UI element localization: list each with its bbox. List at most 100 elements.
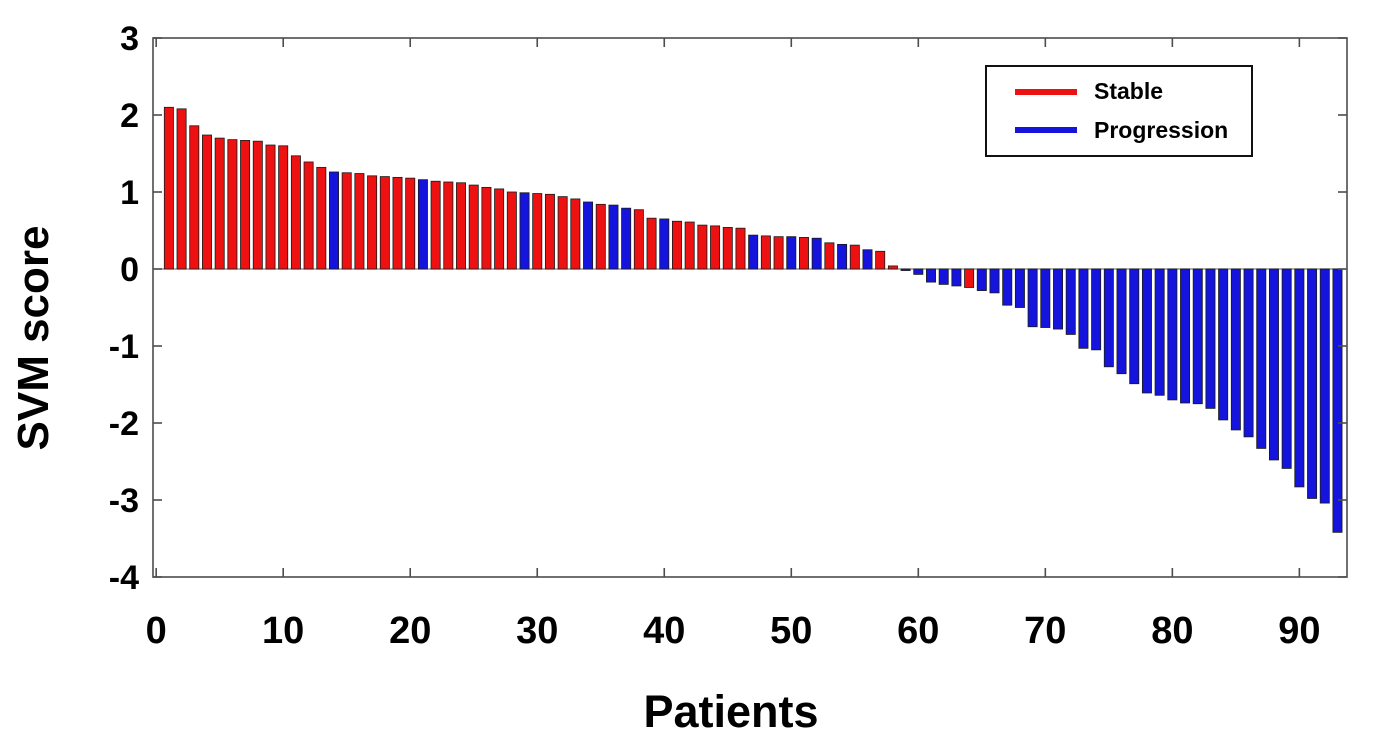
bar-patient-56 [862, 249, 873, 270]
y-tick-label: 0 [120, 251, 139, 289]
bar-patient-76 [1116, 268, 1127, 375]
bar-patient-54 [837, 243, 848, 270]
bar-patient-27 [494, 188, 505, 270]
bar-patient-16 [354, 173, 365, 270]
bar-patient-77 [1129, 268, 1140, 385]
bar-patient-79 [1154, 268, 1165, 396]
bar-patient-5 [214, 137, 225, 270]
bar-patient-81 [1180, 268, 1191, 404]
bar-patient-21 [417, 179, 428, 270]
x-tick-label: 20 [389, 610, 431, 652]
bar-patient-64 [964, 268, 975, 288]
legend: Stable Progression [985, 65, 1253, 157]
legend-label-stable: Stable [1094, 78, 1164, 105]
y-tick-label: 1 [120, 174, 139, 212]
bar-patient-67 [1002, 268, 1013, 306]
legend-entry-stable: Stable [1015, 78, 1251, 105]
bar-patient-58 [887, 265, 898, 270]
bar-patient-42 [684, 221, 695, 270]
bar-patient-65 [976, 268, 987, 291]
bar-patient-88 [1268, 268, 1279, 461]
bar-patient-35 [595, 203, 606, 270]
bar-patient-8 [252, 140, 263, 270]
bar-patient-91 [1307, 268, 1318, 499]
bar-patient-62 [938, 268, 949, 285]
bar-patient-57 [875, 250, 886, 270]
bar-patient-31 [544, 193, 555, 270]
x-tick-label: 40 [643, 610, 685, 652]
x-tick-label: 50 [770, 610, 812, 652]
bar-patient-24 [456, 182, 467, 270]
bar-patient-17 [367, 175, 378, 270]
bar-patient-12 [303, 161, 314, 270]
bar-patient-29 [519, 192, 530, 270]
y-tick-label: -3 [109, 482, 139, 520]
y-tick-label: -1 [109, 328, 139, 366]
bar-patient-43 [697, 224, 708, 270]
stable-color-line [1015, 88, 1077, 95]
bar-patient-75 [1103, 268, 1114, 368]
bar-patient-49 [773, 236, 784, 270]
bar-patient-89 [1281, 268, 1292, 469]
bar-patient-3 [189, 125, 200, 270]
bar-patient-40 [659, 218, 670, 270]
x-tick-label: 80 [1151, 610, 1193, 652]
bar-patient-53 [824, 242, 835, 270]
bar-patient-23 [443, 181, 454, 270]
progression-color-line [1015, 127, 1077, 134]
bar-patient-80 [1167, 268, 1178, 401]
bar-patient-72 [1065, 268, 1076, 335]
bar-patient-60 [913, 268, 924, 275]
legend-entry-progression: Progression [1015, 117, 1251, 144]
bar-patient-6 [227, 139, 238, 270]
bar-patient-30 [532, 193, 543, 270]
bar-patient-32 [557, 196, 568, 270]
bar-patient-48 [760, 235, 771, 270]
bar-patient-11 [290, 155, 301, 270]
bar-patient-26 [481, 186, 492, 270]
bar-patient-52 [811, 237, 822, 270]
bar-patient-45 [722, 227, 733, 270]
bar-patient-36 [608, 204, 619, 270]
bar-patient-34 [583, 201, 594, 270]
bar-patient-33 [570, 198, 581, 270]
bar-patient-68 [1014, 268, 1025, 308]
bar-patient-1 [163, 106, 174, 270]
bar-patient-22 [430, 180, 441, 270]
bar-patient-44 [710, 225, 721, 270]
bar-patient-74 [1091, 268, 1102, 351]
y-tick-label: 3 [120, 20, 139, 58]
bar-patient-13 [316, 166, 327, 270]
bar-patient-38 [633, 209, 644, 270]
bar-patient-69 [1027, 268, 1038, 328]
x-tick-label: 0 [146, 610, 167, 652]
y-tick-label: 2 [120, 97, 139, 135]
bar-patient-63 [951, 268, 962, 287]
bar-patient-37 [621, 207, 632, 270]
bar-patient-87 [1256, 268, 1267, 449]
bar-patient-46 [735, 227, 746, 270]
bar-patient-90 [1294, 268, 1305, 488]
bar-patient-85 [1230, 268, 1241, 431]
bar-patient-78 [1141, 268, 1152, 394]
bar-patient-28 [506, 191, 517, 270]
bar-patient-41 [671, 220, 682, 270]
x-tick-label: 70 [1024, 610, 1066, 652]
bar-patient-18 [379, 176, 390, 270]
bar-patient-82 [1192, 268, 1203, 405]
bar-patient-92 [1319, 268, 1330, 504]
bar-patient-55 [849, 244, 860, 270]
y-tick-label: -4 [109, 559, 139, 597]
legend-label-progression: Progression [1094, 116, 1229, 143]
bar-patient-20 [405, 177, 416, 270]
plot-box [152, 37, 1348, 578]
bar-patient-93 [1332, 268, 1343, 533]
bar-patient-2 [176, 108, 187, 270]
bar-patient-71 [1053, 268, 1063, 330]
bar-patient-86 [1243, 268, 1254, 438]
x-axis-title: Patients [643, 686, 819, 737]
bar-patient-59 [900, 268, 911, 271]
x-tick-label: 90 [1278, 610, 1320, 652]
bar-patient-51 [799, 237, 809, 270]
bar-patient-7 [240, 140, 251, 270]
